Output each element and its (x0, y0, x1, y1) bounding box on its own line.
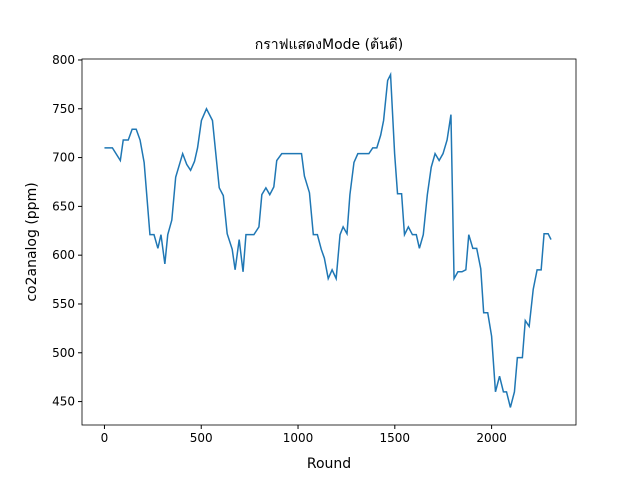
y-tick-label: 450 (52, 395, 75, 409)
x-tick-label: 2000 (476, 431, 507, 445)
y-tick-label: 750 (52, 102, 75, 116)
y-tick-label: 550 (52, 297, 75, 311)
y-tick-label: 700 (52, 151, 75, 165)
y-tick-label: 600 (52, 248, 75, 262)
x-axis-label: Round (307, 456, 351, 472)
y-axis-label: co2analog (ppm) (24, 182, 40, 301)
x-tick-label: 1500 (380, 431, 411, 445)
plot-frame (81, 58, 577, 426)
line (104, 71, 552, 408)
y-tick-label: 500 (52, 346, 75, 360)
chart-title: กราฟแสดงMode (ต้นดี) (255, 37, 404, 53)
x-tick-label: 500 (190, 431, 213, 445)
x-tick-label: 1000 (283, 431, 314, 445)
y-tick-label: 650 (52, 199, 75, 213)
y-tick-label: 800 (52, 53, 75, 67)
x-tick-label: 0 (101, 431, 109, 445)
